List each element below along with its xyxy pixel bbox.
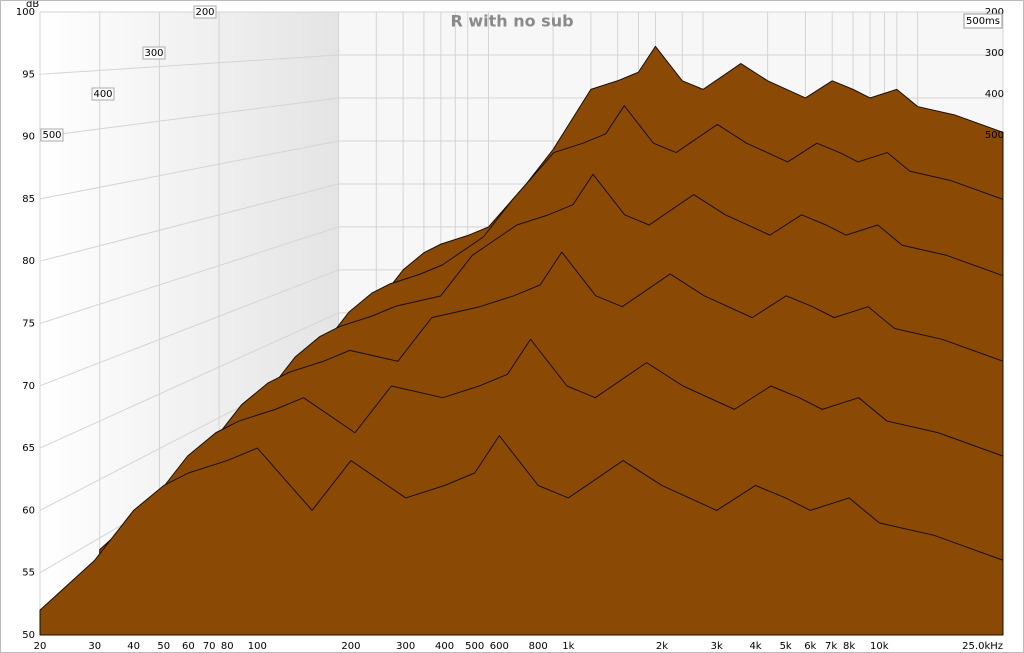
x-tick-label: 100	[248, 641, 267, 652]
depth-tick-box	[142, 46, 166, 60]
grid-line	[39, 226, 339, 324]
x-tick-label: 3k	[711, 641, 723, 652]
x-tick-label: 500	[465, 641, 484, 652]
x-tick-label: 80	[221, 641, 234, 652]
x-tick-label: 70	[203, 641, 216, 652]
depth-tick-label: 300	[144, 48, 163, 59]
surfaces	[39, 45, 1004, 636]
depth-tick-label: 200	[985, 7, 1004, 18]
y-tick-label: 90	[22, 132, 35, 143]
x-tick-label: 7k	[825, 641, 837, 652]
grid-line	[39, 312, 339, 449]
y-tick-label: 95	[22, 69, 35, 80]
depth-label-box	[963, 13, 1003, 29]
x-tick-label: 600	[490, 641, 509, 652]
x-tick-label: 800	[529, 641, 548, 652]
y-tick-label: 55	[22, 568, 35, 579]
chart-title: R with no sub	[450, 12, 573, 31]
x-tick-label: 25.0kHz	[962, 641, 1003, 652]
x-tick-label: 50	[157, 641, 170, 652]
x-tick-label: 1k	[562, 641, 574, 652]
x-tick-label: 300	[396, 641, 415, 652]
x-tick-label: 6k	[804, 641, 816, 652]
depth-tick-label: 400	[93, 89, 112, 100]
depth-tick-label: 300	[985, 48, 1004, 59]
x-tick-label: 200	[341, 641, 360, 652]
y-tick-label: 100	[16, 7, 35, 18]
grid-line	[39, 97, 339, 138]
y-tick-label: 70	[22, 381, 35, 392]
x-tick-label: 10k	[870, 641, 889, 652]
y-tick-label: 85	[22, 194, 35, 205]
y-tick-label: 65	[22, 443, 35, 454]
depth-tick-box	[193, 5, 217, 19]
grid-line	[39, 140, 339, 200]
y-tick-label: 60	[22, 505, 35, 516]
grid-line	[39, 183, 339, 262]
x-tick-label: 4k	[749, 641, 761, 652]
x-tick-label: 30	[88, 641, 101, 652]
labels: 20 30 40 50 60 70 80 100 200 300 400 500 600 800 1k 2k 3…	[16, 5, 1004, 652]
x-tick-label: 60	[182, 641, 195, 652]
x-tick-label: 40	[127, 641, 140, 652]
depth-tick-label: 200	[195, 7, 214, 18]
y-tick-label: 75	[22, 319, 35, 330]
depth-tick-box	[91, 87, 115, 101]
y-tick-label: 50	[22, 630, 35, 641]
depth-tick-box	[40, 128, 64, 142]
y-axis-label: dB	[26, 0, 39, 10]
waterfall-slice	[39, 435, 1004, 636]
grid-line	[39, 54, 339, 75]
depth-tick-label: 500	[985, 130, 1004, 141]
x-tick-label: 8k	[843, 641, 855, 652]
x-tick-label: 5k	[780, 641, 792, 652]
grid-line	[39, 269, 339, 387]
depth-axis-label: 500ms	[966, 16, 1000, 27]
y-tick-label: 80	[22, 256, 35, 267]
x-tick-label: 20	[34, 641, 47, 652]
x-tick-label: 400	[435, 641, 454, 652]
depth-tick-label: 500	[42, 130, 61, 141]
depth-tick-label: 400	[985, 89, 1004, 100]
x-tick-label: 2k	[656, 641, 668, 652]
